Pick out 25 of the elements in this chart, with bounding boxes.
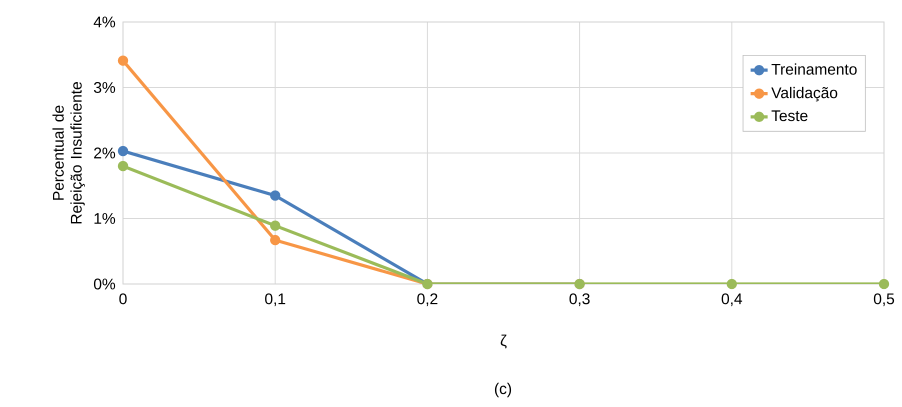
point bbox=[726, 278, 737, 290]
x-axis-title: ζ bbox=[500, 334, 507, 348]
x-tick-label: 0,3 bbox=[569, 293, 590, 306]
legend-label: Validação bbox=[771, 86, 838, 102]
x-tick-label: 0,5 bbox=[874, 293, 894, 306]
y-tick-label: 4% bbox=[94, 16, 116, 28]
y-tick-label: 0% bbox=[94, 278, 116, 290]
point bbox=[270, 234, 280, 246]
point bbox=[878, 278, 890, 290]
x-tick-label: 0,2 bbox=[417, 293, 438, 306]
point bbox=[118, 55, 128, 66]
point bbox=[270, 220, 280, 231]
y-tick-label: 2% bbox=[94, 148, 116, 158]
point bbox=[118, 160, 128, 172]
legend-label: Treinamento bbox=[772, 63, 857, 75]
point bbox=[270, 190, 280, 201]
y-tick-label: 1% bbox=[94, 213, 116, 224]
x-tick-label: 0 bbox=[119, 293, 127, 304]
point bbox=[118, 146, 128, 156]
x-tick-label: 0,4 bbox=[722, 293, 742, 306]
text: (c) bbox=[494, 382, 512, 398]
legend-label: Teste bbox=[772, 110, 808, 122]
y-tick-label: 3% bbox=[94, 82, 116, 93]
y-axis-title: Percentual de Rejeição Insuficiente bbox=[52, 82, 85, 224]
x-tick-label: 0,1 bbox=[265, 293, 286, 306]
